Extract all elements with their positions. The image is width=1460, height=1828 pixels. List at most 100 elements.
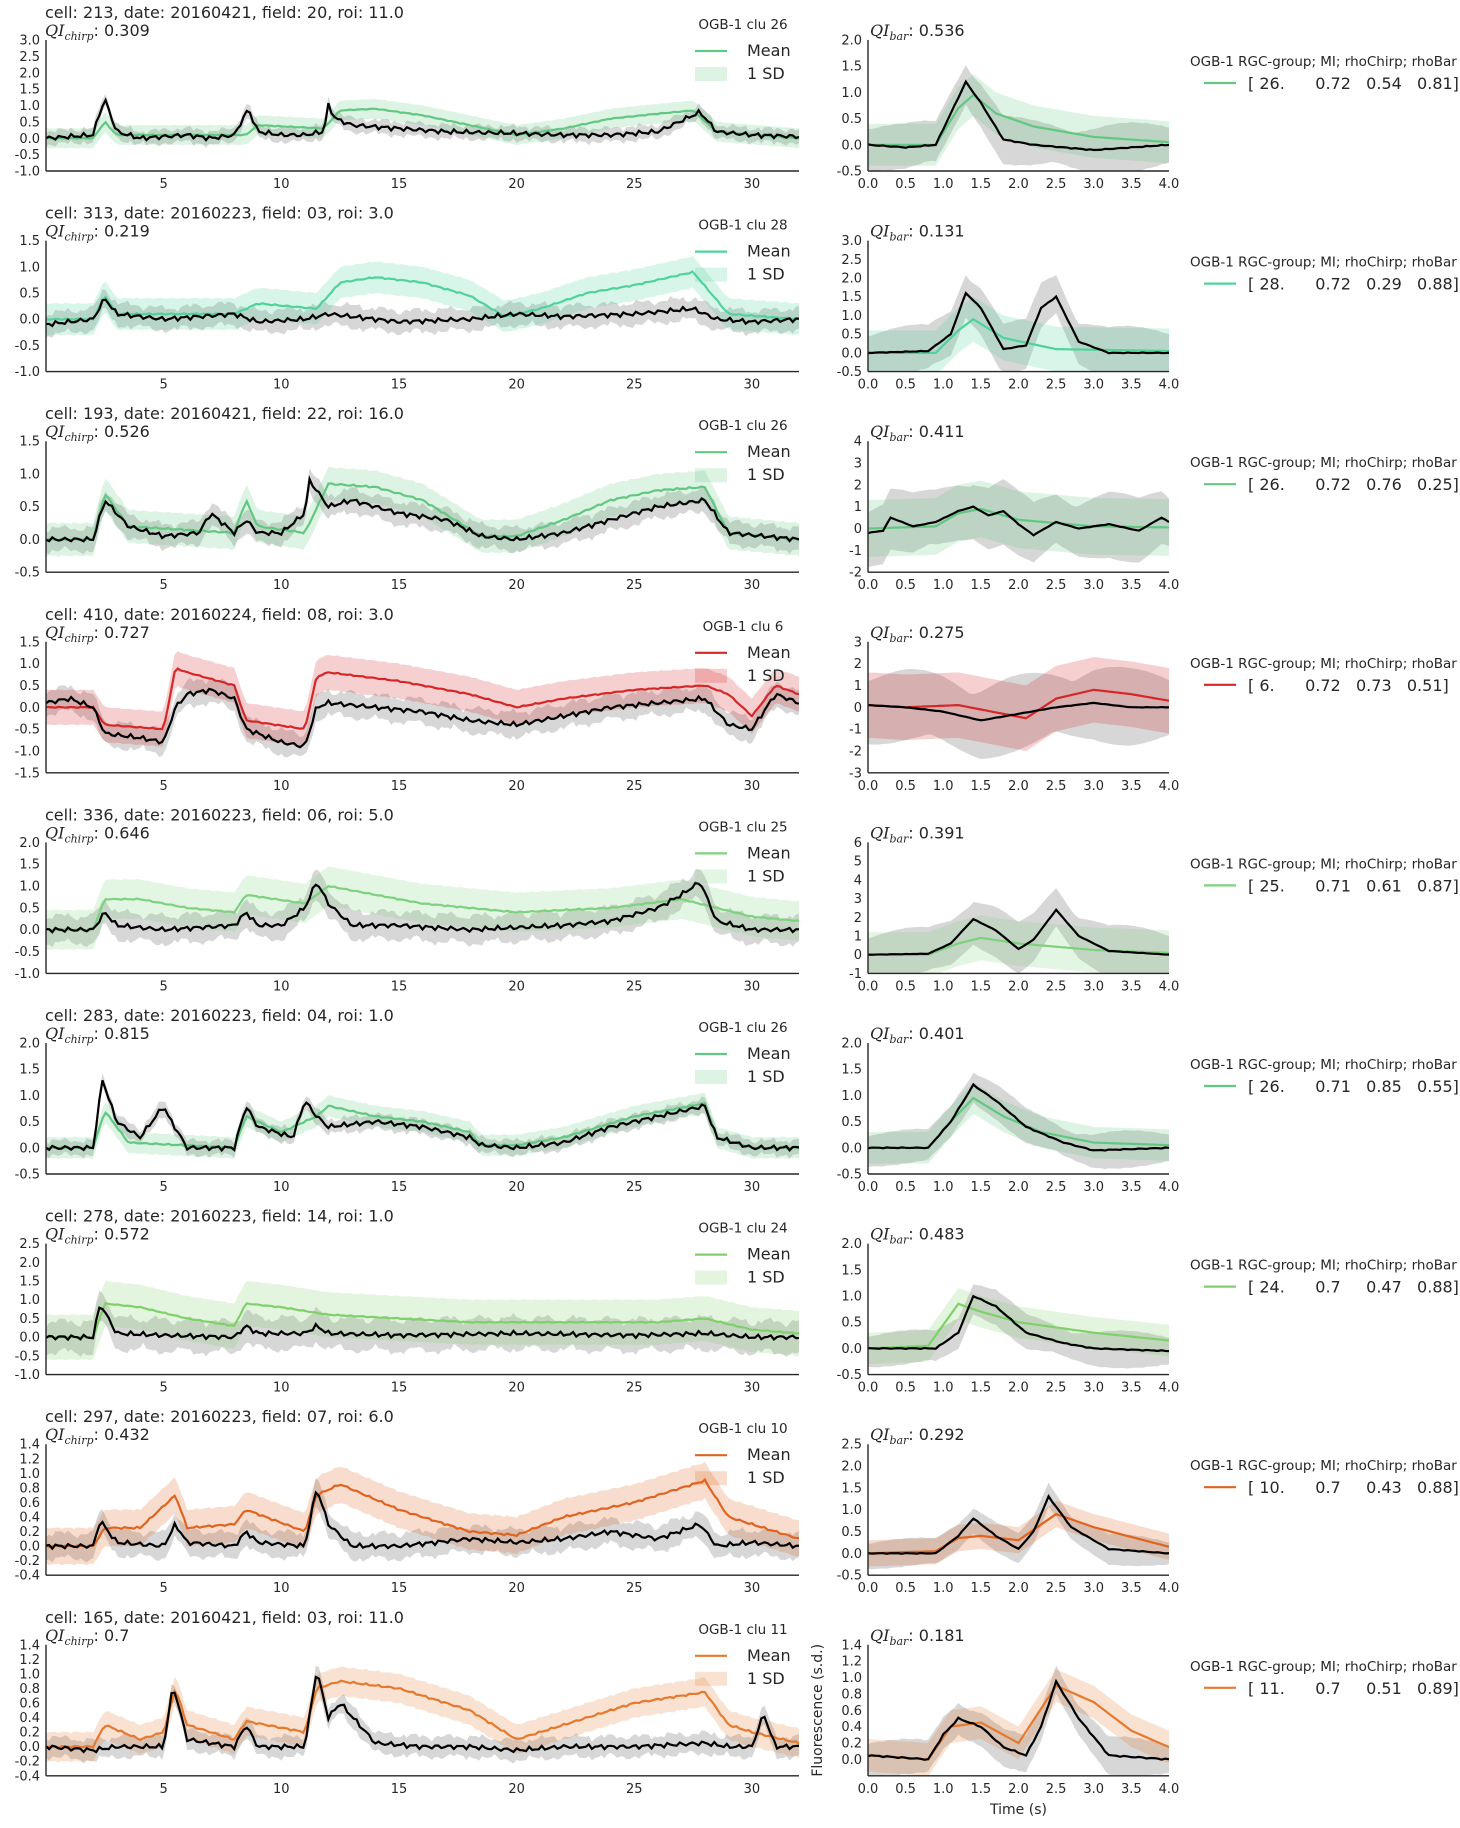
- x-tick-label: 10: [273, 177, 290, 192]
- plot-area: [868, 1482, 1169, 1570]
- y-tick-label: 0: [854, 522, 862, 537]
- bar-panel-8: 0.00.20.40.60.81.01.21.40.0 0.5 1.0 1.5 2.0 2…: [810, 1626, 1459, 1818]
- legend-mean-label: Mean: [747, 1245, 791, 1264]
- x-tick-label: 15: [391, 1381, 408, 1396]
- y-tick-label: -0.5: [837, 1569, 862, 1584]
- legend-sd-swatch: [695, 1671, 727, 1686]
- cluster-mean-line: [46, 482, 799, 542]
- y-tick-label: 0.0: [19, 132, 40, 147]
- y-tick-label: 1.5: [19, 1275, 40, 1290]
- x-tick-label: 25: [626, 1381, 643, 1396]
- x-tick-label: 2.0: [1008, 979, 1029, 994]
- y-tick-label: 3.0: [19, 34, 40, 49]
- x-tick-label: 2.0: [1008, 578, 1029, 593]
- y-tick-label: 0.0: [19, 701, 40, 716]
- y-tick-label: 1.0: [841, 1671, 862, 1686]
- cluster-sd-band: [868, 657, 1169, 751]
- x-tick-label: 20: [508, 1581, 525, 1596]
- x-tick-label: 1.5: [971, 779, 992, 794]
- legend-mean-label: Mean: [747, 643, 791, 662]
- x-tick-label: 2.5: [1046, 979, 1067, 994]
- y-tick-label: 1.0: [19, 99, 40, 114]
- y-tick-label: 3: [854, 457, 862, 472]
- y-tick-label: 0.2: [841, 1737, 862, 1752]
- y-tick-label: 0.2: [19, 1525, 40, 1540]
- x-tick-label: 25: [626, 1782, 643, 1797]
- y-tick-label: 1.0: [841, 309, 862, 324]
- cluster-mean-line: [868, 688, 1169, 720]
- y-axis-label: Fluorescence (s.d.): [810, 1644, 826, 1777]
- chirp-panel-4: -1.0 -0.5 0.0 0.5 1.0 1.5 2.0 5 10 15 20 25 30 QIchir…: [15, 805, 799, 994]
- legend-sd-label: 1 SD: [747, 1468, 785, 1487]
- y-tick-label: -0.5: [837, 1168, 862, 1183]
- y-tick-label: 1.5: [19, 858, 40, 873]
- y-tick-label: 0.0: [841, 1141, 862, 1156]
- y-tick-label: -1.0: [15, 1368, 40, 1383]
- x-tick-label: 2.0: [1008, 378, 1029, 393]
- x-tick-label: 25: [626, 779, 643, 794]
- x-tick-label: 3.5: [1121, 177, 1142, 192]
- cluster-sd-band: [46, 255, 799, 336]
- cluster-sd-band: [46, 1461, 799, 1566]
- x-tick-label: 5: [160, 1581, 168, 1596]
- qi-label: QIchirp: 0.309: [45, 21, 150, 43]
- y-tick-label: -3: [849, 766, 862, 781]
- legend-mean-label: Mean: [747, 41, 791, 60]
- x-tick-label: 15: [391, 578, 408, 593]
- y-tick-label: 0.8: [841, 1687, 862, 1702]
- cell-sd-band: [46, 1290, 799, 1357]
- x-tick-label: 3.0: [1083, 578, 1104, 593]
- x-tick-label: 0.0: [858, 979, 879, 994]
- x-tick-label: 30: [744, 578, 761, 593]
- panel-title: cell: 336, date: 20160223, field: 06, ro…: [45, 805, 394, 824]
- x-tick-label: 4.0: [1159, 378, 1180, 393]
- x-tick-label: 0.5: [895, 979, 916, 994]
- x-tick-label: 2.5: [1046, 378, 1067, 393]
- y-tick-label: 0.5: [19, 287, 40, 302]
- x-tick-label: 5: [160, 1381, 168, 1396]
- chirp-panel-6: -1.0 -0.5 0.0 0.5 1.0 1.5 2.0 2.5 5 10 15 20 25 30 QIc…: [15, 1207, 799, 1396]
- bar-panel-4: -1 0 1 2 3 4 5 6 0.0 0.5 1.0 1.5 2.0 2.5 3.0 3.5 4.0 QIba…: [849, 823, 1459, 994]
- x-tick-label: 3.0: [1083, 1581, 1104, 1596]
- y-tick-label: -2: [849, 744, 862, 759]
- x-tick-label: 3.5: [1121, 1180, 1142, 1195]
- legend-title: OGB-1 clu 11: [698, 1622, 787, 1638]
- panel-title: cell: 297, date: 20160223, field: 07, ro…: [45, 1407, 394, 1426]
- y-tick-label: 2.0: [19, 66, 40, 81]
- cell-trace-line: [868, 291, 1169, 355]
- x-tick-label: 4.0: [1159, 177, 1180, 192]
- y-tick-label: 1.5: [19, 1063, 40, 1078]
- x-tick-label: 1.0: [933, 177, 954, 192]
- cell-trace-line: [868, 1678, 1169, 1761]
- y-tick-label: 2.5: [19, 50, 40, 65]
- legend-mean-label: Mean: [747, 843, 791, 862]
- qi-label: QIbar: 0.275: [870, 623, 965, 645]
- qi-label: QIbar: 0.401: [870, 1024, 965, 1046]
- x-tick-label: 1.0: [933, 378, 954, 393]
- y-tick-label: 0.0: [19, 923, 40, 938]
- y-tick-label: 2.0: [841, 1460, 862, 1475]
- legend-entry: [ 25. 0.71 0.61 0.87]: [1248, 876, 1459, 895]
- x-tick-label: 5: [160, 1782, 168, 1797]
- plot-area: [46, 1072, 799, 1160]
- y-tick-label: 1.0: [841, 1503, 862, 1518]
- y-tick-label: 2.0: [19, 1037, 40, 1052]
- y-tick-label: 2.5: [19, 1237, 40, 1252]
- y-tick-label: 0.0: [19, 1740, 40, 1755]
- chirp-panel-2: -0.5 0.0 0.5 1.0 1.5 5 10 15 20 25 30 QIchirp: 0.52…: [15, 404, 799, 593]
- qi-label: QIchirp: 0.727: [45, 623, 150, 645]
- x-tick-label: 30: [744, 979, 761, 994]
- y-tick-label: 1.5: [841, 1063, 862, 1078]
- x-tick-label: 15: [391, 378, 408, 393]
- legend-sd-swatch: [695, 668, 727, 683]
- cluster-sd-band: [868, 1669, 1169, 1776]
- y-tick-label: 3: [854, 892, 862, 907]
- plot-area: [46, 1280, 799, 1361]
- legend-entry: [ 6. 0.72 0.73 0.51]: [1248, 676, 1449, 695]
- y-tick-label: -2: [849, 566, 862, 581]
- legend-sd-label: 1 SD: [747, 1067, 785, 1086]
- y-tick-label: -0.2: [15, 1755, 40, 1770]
- legend-title: OGB-1 RGC-group; MI; rhoChirp; rhoBar: [1190, 656, 1457, 672]
- legend-title: OGB-1 RGC-group; MI; rhoChirp; rhoBar: [1190, 1057, 1457, 1073]
- qi-label: QIbar: 0.131: [870, 222, 965, 244]
